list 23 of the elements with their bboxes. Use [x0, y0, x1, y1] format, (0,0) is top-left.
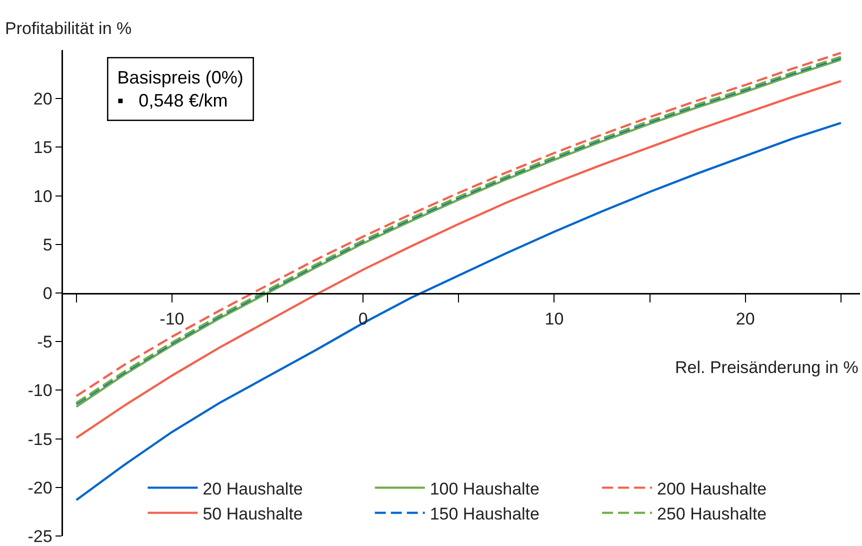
- y-tick-label: -15: [28, 430, 52, 449]
- legend-label: 20 Haushalte: [202, 479, 303, 498]
- y-tick-label: 15: [33, 138, 52, 158]
- y-tick-label: 0: [42, 284, 52, 303]
- y-tick-label: -5: [37, 332, 52, 352]
- y-tick-label: 5: [42, 235, 52, 254]
- x-tick-label: -10: [160, 310, 184, 329]
- x-tick-label: 10: [544, 310, 564, 329]
- y-tick-label: 20: [33, 90, 52, 109]
- x-axis-title: Rel. Preisänderung in %: [675, 358, 858, 377]
- y-tick-label: 10: [33, 186, 52, 206]
- legend-label: 250 Haushalte: [656, 504, 767, 524]
- annotation: Basispreis (0%) ▪ 0,548 €/km: [117, 67, 244, 111]
- y-tick-label: -25: [28, 526, 52, 546]
- legend-label: 150 Haushalte: [430, 504, 540, 524]
- legend-label: 100 Haushalte: [430, 479, 540, 498]
- y-tick-label: -10: [28, 381, 52, 400]
- legend-label: 50 Haushalte: [202, 504, 303, 524]
- y-tick-label: -20: [28, 478, 52, 498]
- y-axis-title: Profitabilität in %: [5, 19, 132, 38]
- x-tick-label: 20: [736, 310, 755, 329]
- line-series: [75, 122, 842, 502]
- legend-label: 200 Haushalte: [656, 479, 767, 498]
